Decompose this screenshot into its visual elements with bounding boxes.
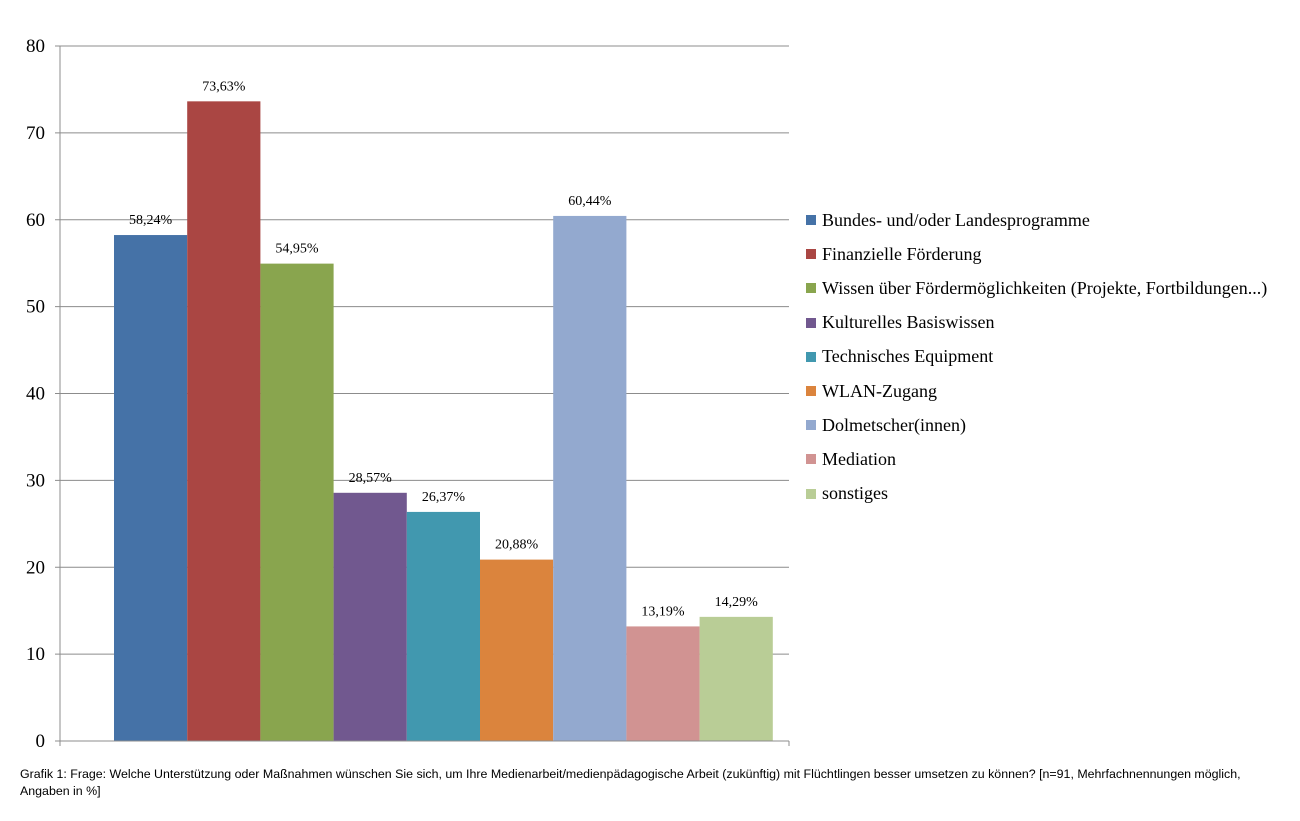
bar-value-label: 28,57% (349, 471, 393, 486)
bar (553, 215, 627, 742)
legend-label: WLAN-Zugang (822, 380, 937, 401)
figure-caption: Grafik 1: Frage: Welche Unterstützung od… (20, 767, 1241, 798)
y-tick-label: 40 (26, 384, 45, 405)
legend-label: Kulturelles Basiswissen (822, 312, 995, 333)
y-tick-label: 60 (26, 210, 45, 231)
legend-label: Mediation (822, 448, 896, 469)
bar-value-label: 58,24% (129, 213, 173, 228)
legend-item: Mediation (806, 442, 1267, 476)
legend-item: Bundes- und/oder Landesprogramme (806, 203, 1267, 237)
bar-value-label: 73,63% (202, 79, 246, 94)
chart-legend: Bundes- und/oder Landesprogramme Finanzie… (806, 203, 1267, 511)
legend-item: Kulturelles Basiswissen (806, 306, 1267, 340)
bar (480, 559, 554, 741)
legend-swatch (806, 454, 816, 465)
y-tick-label: 50 (26, 297, 45, 318)
legend-swatch (806, 488, 816, 499)
legend-swatch (806, 317, 816, 328)
legend-swatch (806, 351, 816, 362)
legend-label: Finanzielle Förderung (822, 243, 982, 264)
legend-item: Dolmetscher(innen) (806, 408, 1267, 442)
bar (406, 511, 480, 741)
bar-value-label: 20,88% (495, 538, 539, 553)
legend-item: sonstiges (806, 477, 1267, 511)
legend-label: Wissen über Fördermöglichkeiten (Projekt… (822, 277, 1268, 298)
bar (114, 235, 188, 742)
legend-swatch (806, 283, 816, 294)
legend-swatch (806, 420, 816, 431)
y-tick-label: 10 (26, 644, 45, 665)
bar (187, 101, 261, 742)
y-tick-label: 0 (36, 731, 46, 752)
legend-label: Dolmetscher(innen) (822, 414, 966, 435)
y-tick-label: 30 (26, 470, 45, 491)
y-tick-label: 80 (26, 36, 45, 57)
bar-value-label: 14,29% (715, 595, 759, 610)
bar-value-label: 26,37% (422, 490, 466, 505)
y-tick-label: 20 (26, 557, 45, 578)
legend-item: Wissen über Fördermöglichkeiten (Projekt… (806, 271, 1267, 305)
bar-chart: 0 10 20 30 40 50 60 70 80 58,24% 73,63% 54,95% 28,57… (26, 36, 790, 752)
bar (626, 626, 700, 741)
legend-label: Technisches Equipment (822, 346, 994, 367)
legend-item: Finanzielle Förderung (806, 237, 1267, 271)
legend-swatch (806, 386, 816, 397)
bar-value-label: 13,19% (641, 604, 685, 619)
bar-value-label: 54,95% (275, 242, 319, 257)
bar (333, 492, 407, 741)
y-tick-label: 70 (26, 123, 45, 144)
bar (699, 616, 773, 741)
bar (260, 263, 334, 741)
legend-swatch (806, 215, 816, 226)
legend-item: Technisches Equipment (806, 340, 1267, 374)
legend-swatch (806, 249, 816, 260)
legend-label: Bundes- und/oder Landesprogramme (822, 209, 1090, 230)
bar-value-label: 60,44% (568, 194, 612, 209)
legend-label: sonstiges (822, 483, 889, 504)
legend-item: WLAN-Zugang (806, 374, 1267, 408)
